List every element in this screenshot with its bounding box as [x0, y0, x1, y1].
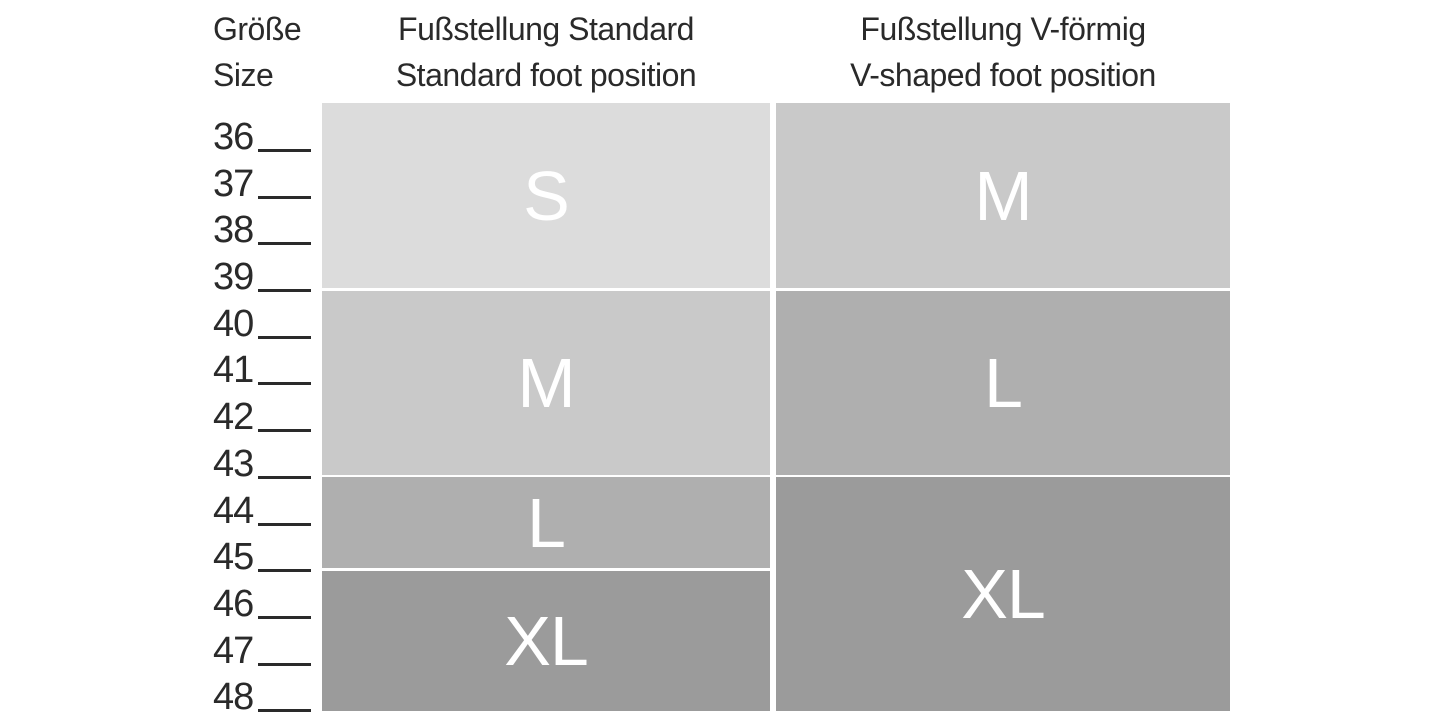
size-label: 42: [213, 396, 254, 439]
size-row: 37: [213, 164, 313, 211]
size-label: 47: [213, 629, 254, 672]
block-vshaped-m: M: [776, 103, 1230, 288]
block-standard-l: L: [322, 477, 770, 568]
size-underline: [258, 569, 311, 573]
block-standard-m-label: M: [517, 344, 575, 422]
size-row: 45: [213, 537, 313, 584]
block-standard-xl-label: XL: [504, 602, 589, 680]
size-header-de: Größe: [213, 11, 302, 47]
size-label: 45: [213, 536, 254, 579]
size-row: 40: [213, 304, 313, 351]
size-label: 43: [213, 442, 254, 485]
size-underline: [258, 289, 311, 293]
size-row: 47: [213, 631, 313, 678]
vshaped-header-de: Fußstellung V-förmig: [860, 11, 1146, 47]
size-row: 42: [213, 397, 313, 444]
size-underline: [258, 242, 311, 246]
size-label: 41: [213, 349, 254, 392]
size-underline: [258, 195, 311, 199]
vshaped-column-header: Fußstellung V-förmig V-shaped foot posit…: [776, 6, 1230, 98]
block-standard-s: S: [322, 103, 770, 288]
size-header-en: Size: [213, 57, 274, 93]
size-label: 38: [213, 209, 254, 252]
size-row: 39: [213, 257, 313, 304]
size-underline: [258, 149, 311, 152]
size-row: 48: [213, 677, 313, 723]
size-label: 40: [213, 302, 254, 345]
size-underline: [258, 335, 311, 339]
size-column-header: Größe Size: [213, 6, 302, 98]
size-row: 43: [213, 444, 313, 491]
block-vshaped-xl: XL: [776, 477, 1230, 711]
size-underline: [258, 522, 311, 526]
block-vshaped-l: L: [776, 291, 1230, 475]
standard-header-en: Standard foot position: [395, 57, 697, 93]
standard-header-de: Fußstellung Standard: [398, 11, 694, 47]
vshaped-header-en: V-shaped foot position: [850, 57, 1156, 93]
size-row: 46: [213, 584, 313, 631]
block-standard-m: M: [322, 291, 770, 475]
size-underline: [258, 475, 311, 479]
size-underline: [258, 709, 311, 713]
standard-column-header: Fußstellung Standard Standard foot posit…: [322, 6, 770, 98]
size-row: 38: [213, 210, 313, 257]
size-underline: [258, 615, 311, 619]
size-scale: 36 37 38 39 40 41 42 43 44 45 46 47 48: [213, 117, 313, 723]
block-standard-s-label: S: [523, 156, 570, 235]
size-label: 37: [213, 162, 254, 205]
block-standard-l-label: L: [527, 483, 566, 562]
size-label: 36: [213, 116, 254, 158]
block-vshaped-l-label: L: [984, 344, 1023, 422]
size-row: 36: [213, 117, 313, 164]
block-vshaped-xl-label: XL: [961, 555, 1046, 633]
block-standard-xl: XL: [322, 571, 770, 711]
size-label: 44: [213, 489, 254, 532]
size-underline: [258, 662, 311, 666]
size-label: 48: [213, 676, 254, 719]
size-row: 44: [213, 491, 313, 538]
size-underline: [258, 429, 311, 433]
block-vshaped-m-label: M: [974, 156, 1032, 235]
size-underline: [258, 382, 311, 386]
size-label: 46: [213, 582, 254, 625]
size-row: 41: [213, 350, 313, 397]
size-label: 39: [213, 256, 254, 299]
